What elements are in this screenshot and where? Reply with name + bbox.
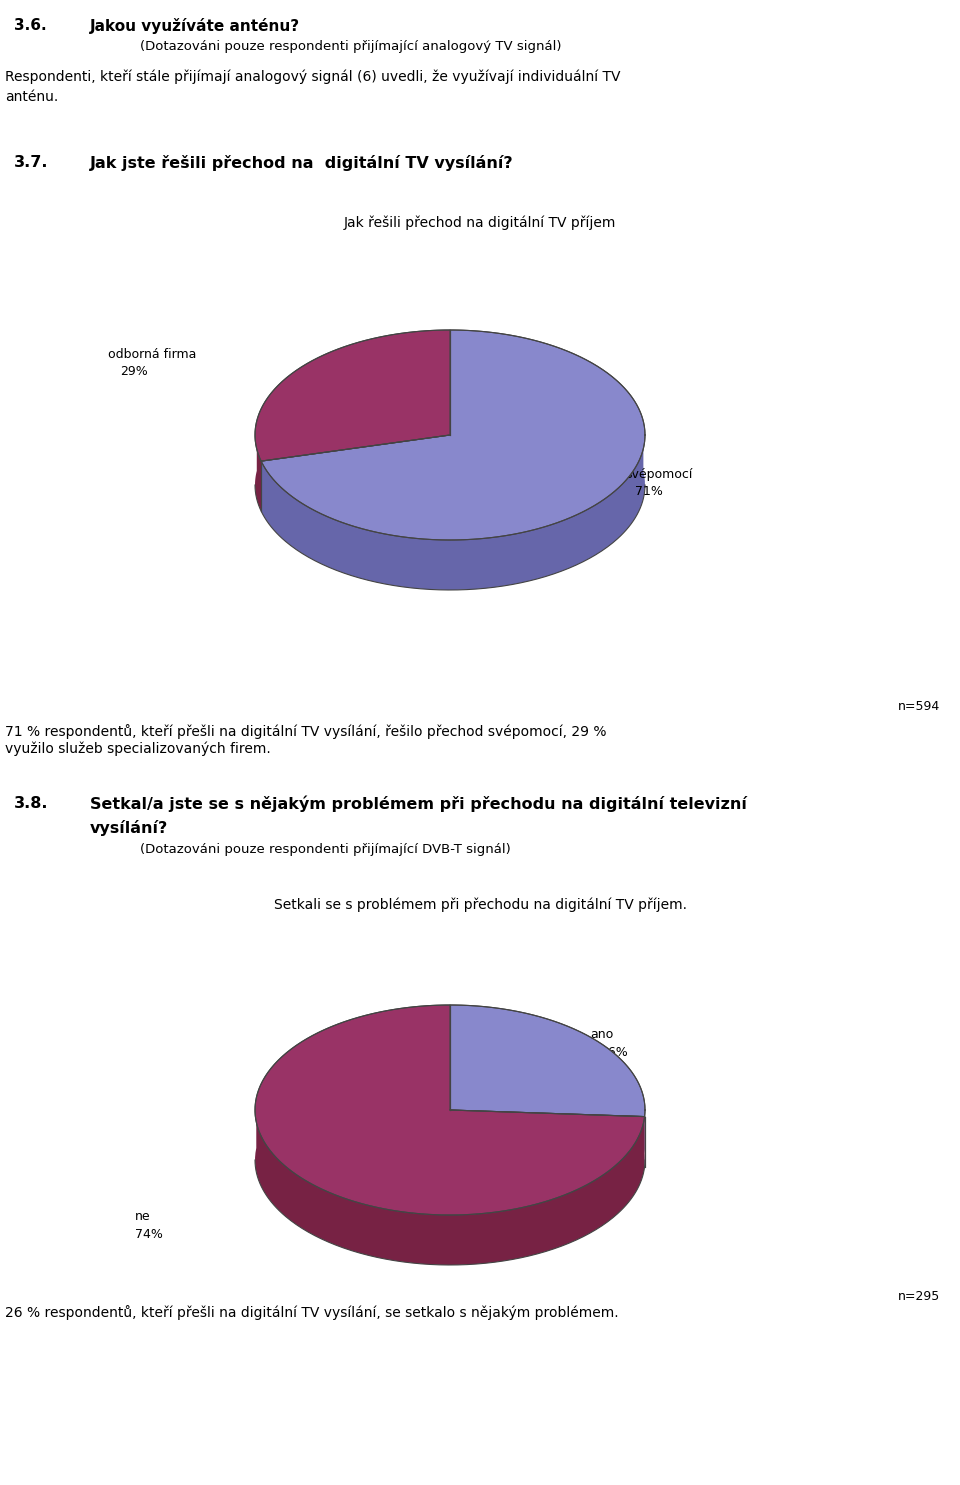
Text: 71 % respondentů, kteří přešli na digitální TV vysílání, řešilo přechod svépomoc: 71 % respondentů, kteří přešli na digitá… <box>5 725 607 740</box>
Text: vysílání?: vysílání? <box>90 820 168 836</box>
Polygon shape <box>261 422 645 590</box>
Text: Setkali se s problémem při přechodu na digitální TV příjem.: Setkali se s problémem při přechodu na d… <box>274 898 686 912</box>
Text: Respondenti, kteří stále přijímají analogový signál (6) uvedli, že využívají ind: Respondenti, kteří stále přijímají analo… <box>5 70 620 85</box>
Text: 26%: 26% <box>600 1045 628 1059</box>
Polygon shape <box>255 1005 644 1215</box>
Text: Jak řešili přechod na digitální TV příjem: Jak řešili přechod na digitální TV příje… <box>344 215 616 230</box>
Polygon shape <box>643 1096 645 1167</box>
Text: využilo služeb specializovaných firem.: využilo služeb specializovaných firem. <box>5 742 271 756</box>
Polygon shape <box>450 1005 645 1117</box>
Text: (Dotazováni pouze respondenti přijímající DVB-T signál): (Dotazováni pouze respondenti přijímajíc… <box>140 843 511 855</box>
Text: Jakou využíváte anténu?: Jakou využíváte anténu? <box>90 18 300 34</box>
Text: n=295: n=295 <box>898 1290 940 1302</box>
Text: 3.6.: 3.6. <box>14 18 47 33</box>
Text: 26 % respondentů, kteří přešli na digitální TV vysílání, se setkalo s nějakým pr: 26 % respondentů, kteří přešli na digitá… <box>5 1305 618 1320</box>
Text: ano: ano <box>590 1028 613 1041</box>
Text: 74%: 74% <box>135 1228 163 1241</box>
Text: anténu.: anténu. <box>5 91 59 104</box>
Polygon shape <box>255 1097 644 1265</box>
Text: Jak jste řešili přechod na  digitální TV vysílání?: Jak jste řešili přechod na digitální TV … <box>90 154 514 171</box>
Text: 3.7.: 3.7. <box>14 154 49 169</box>
Polygon shape <box>255 420 261 511</box>
Text: (Dotazováni pouze respondenti přijímající analogový TV signál): (Dotazováni pouze respondenti přijímajíc… <box>140 40 562 53</box>
Text: 71%: 71% <box>635 486 662 497</box>
Text: Setkal/a jste se s nějakým problémem při přechodu na digitální televizní: Setkal/a jste se s nějakým problémem při… <box>90 796 747 812</box>
Text: 29%: 29% <box>120 365 148 379</box>
Text: odborná firma: odborná firma <box>108 347 197 361</box>
Polygon shape <box>261 330 645 541</box>
Polygon shape <box>255 330 450 462</box>
Text: svépomocí: svépomocí <box>625 468 692 481</box>
Text: ne: ne <box>135 1210 151 1224</box>
Text: n=594: n=594 <box>898 699 940 713</box>
Text: 3.8.: 3.8. <box>14 796 49 811</box>
